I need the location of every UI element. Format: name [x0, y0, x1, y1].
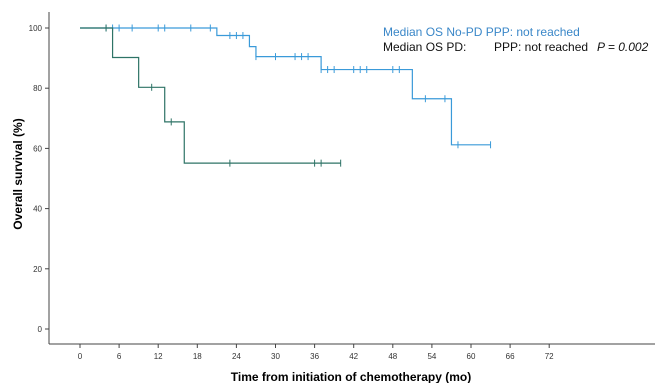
- y-tick-label: 60: [33, 144, 42, 153]
- y-axis-title: Overall survival (%): [11, 118, 25, 229]
- annotation-line-1: Median OS No-PD PPP: not reached: [383, 25, 580, 39]
- y-tick-label: 40: [33, 205, 42, 214]
- y-tick-label: 20: [33, 265, 42, 274]
- x-tick-label: 36: [310, 352, 319, 361]
- x-tick-label: 6: [117, 352, 122, 361]
- x-tick-label: 18: [193, 352, 202, 361]
- chart-axes: 0 20 40 60 80 100 0 6 12 18 24 30 36 42 48 54 60 66 72: [29, 12, 655, 361]
- y-tick-label: 80: [33, 84, 42, 93]
- survival-curve-2: [80, 27, 341, 164]
- y-tick-label: 100: [29, 24, 43, 33]
- x-tick-label: 60: [467, 352, 476, 361]
- chart-series-layer: [80, 24, 492, 167]
- x-tick-label: 54: [427, 352, 436, 361]
- x-tick-label: 24: [232, 352, 241, 361]
- x-tick-label: 12: [154, 352, 163, 361]
- x-tick-label: 72: [545, 352, 554, 361]
- x-tick-label: 42: [349, 352, 358, 361]
- p-value-annotation: P = 0.002: [597, 40, 649, 54]
- x-tick-label: 48: [388, 352, 397, 361]
- x-tick-label: 66: [506, 352, 515, 361]
- y-tick-label: 0: [38, 325, 43, 334]
- x-tick-label: 0: [78, 352, 83, 361]
- x-axis-title: Time from initiation of chemotherapy (mo…: [231, 370, 471, 383]
- x-tick-label: 30: [271, 352, 280, 361]
- annotation-line-2-value: PPP: not reached: [494, 40, 588, 54]
- series-2: [80, 24, 342, 167]
- annotation-line-2-label: Median OS PD:: [383, 40, 466, 54]
- legend-annotation: Median OS No-PD PPP: not reached Median …: [383, 25, 649, 54]
